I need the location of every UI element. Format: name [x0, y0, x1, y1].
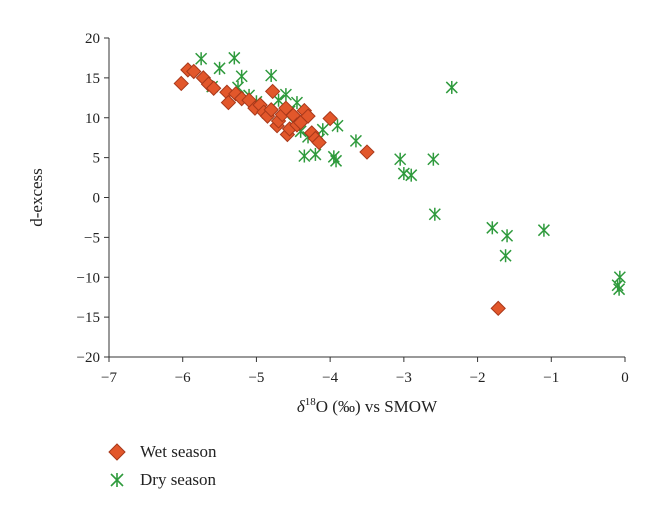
y-tick-label: −5: [84, 230, 100, 246]
dry-season-point: [290, 96, 304, 110]
y-axis-label: d-excess: [27, 168, 46, 227]
wet-season-point: [322, 110, 338, 127]
dry-season-point: [613, 270, 626, 284]
dry-season-point: [298, 149, 311, 163]
x-axis-ticks: −7 −6 −5 −4 −3 −2 −1 0: [101, 357, 629, 386]
wet-season-point: [263, 102, 279, 118]
dry-season-point: [327, 150, 340, 164]
dry-season-point: [265, 68, 278, 82]
legend-label-dry-season: Dry season: [140, 470, 217, 489]
wet-season-diamond-marker: [108, 443, 126, 461]
x-axis-label-prefix: δ: [297, 397, 306, 416]
x-tick-label: −4: [322, 370, 338, 386]
wet-season-point: [173, 75, 189, 92]
y-tick-label: 0: [93, 191, 101, 207]
dry-season-point: [405, 168, 418, 182]
legend-label-wet-season: Wet season: [140, 442, 217, 461]
x-tick-label: 0: [621, 370, 629, 386]
legend-item-wet-season: Wet season: [108, 438, 217, 466]
dry-season-point: [427, 152, 440, 166]
legend-item-dry-season: Dry season: [108, 466, 217, 494]
dry-season-point: [537, 223, 550, 237]
y-tick-label: 10: [85, 111, 100, 127]
dry-season-point: [213, 61, 226, 75]
dry-season-point: [316, 123, 329, 137]
y-tick-label: −10: [77, 270, 100, 286]
wet-season-point: [311, 134, 327, 151]
dry-season-asterisk-marker: [110, 473, 124, 487]
dry-season-point: [394, 152, 407, 166]
y-tick-label: 15: [85, 71, 100, 87]
chart-legend: Wet season Dry season: [108, 438, 217, 494]
x-axis-label-rest: O (‰) vs SMOW: [316, 397, 438, 416]
dry-season-point: [235, 69, 248, 83]
dry-season-point: [613, 282, 626, 296]
dry-season-point: [486, 221, 499, 235]
wet-season-point: [490, 300, 506, 317]
y-axis-ticks: −20 −15 −10 −5 0 5 10 15 20: [77, 31, 109, 366]
dry-season-point: [499, 249, 512, 263]
data-points: [173, 51, 626, 317]
dry-season-point: [309, 147, 322, 161]
wet-season-point: [205, 80, 222, 96]
wet-season-point: [220, 94, 237, 111]
wet-season-point: [359, 144, 375, 160]
y-tick-label: 5: [93, 151, 101, 167]
wet-season-point: [264, 83, 281, 100]
dry-season-point: [611, 278, 624, 292]
x-tick-label: −1: [543, 370, 559, 386]
dry-season-point: [279, 88, 292, 102]
x-axis-label-superscript: 18: [305, 396, 317, 408]
dry-season-point: [228, 51, 241, 65]
y-tick-label: 20: [85, 31, 100, 47]
dry-season-point: [195, 52, 208, 66]
dry-season-point: [501, 229, 514, 243]
wet-season-point: [300, 108, 316, 124]
dry-season-point: [428, 207, 441, 221]
y-tick-label: −15: [77, 310, 100, 326]
dry-season-point: [330, 154, 343, 168]
x-tick-label: −7: [101, 370, 117, 386]
x-tick-label: −5: [248, 370, 264, 386]
x-tick-label: −3: [396, 370, 412, 386]
y-tick-label: −20: [77, 350, 100, 366]
x-tick-label: −6: [175, 370, 191, 386]
wet-season-point: [186, 63, 202, 80]
dry-season-point: [397, 167, 410, 181]
x-axis-label: δ18O (‰) vs SMOW: [297, 396, 438, 416]
dry-season-point: [445, 80, 458, 94]
x-tick-label: −2: [470, 370, 486, 386]
dry-season-point: [349, 134, 362, 148]
